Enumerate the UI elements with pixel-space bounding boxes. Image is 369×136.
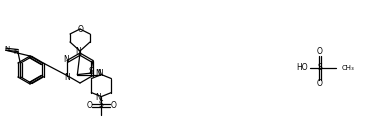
Text: N: N: [96, 93, 101, 102]
Text: N: N: [63, 55, 69, 64]
Text: N: N: [75, 47, 81, 56]
Text: S: S: [318, 64, 323, 72]
Text: S: S: [99, 100, 104, 109]
Text: N: N: [13, 49, 18, 55]
Text: S: S: [89, 67, 94, 76]
Text: O: O: [78, 24, 84, 33]
Text: O: O: [317, 47, 323, 56]
Text: O: O: [317, 80, 323, 89]
Text: N: N: [97, 69, 103, 78]
Text: N: N: [4, 46, 10, 52]
Text: CH₃: CH₃: [342, 65, 355, 71]
Text: HO: HO: [296, 64, 308, 72]
Text: O: O: [86, 101, 92, 110]
Text: O: O: [110, 101, 116, 110]
Text: N: N: [64, 72, 70, 81]
Text: N: N: [96, 69, 101, 78]
